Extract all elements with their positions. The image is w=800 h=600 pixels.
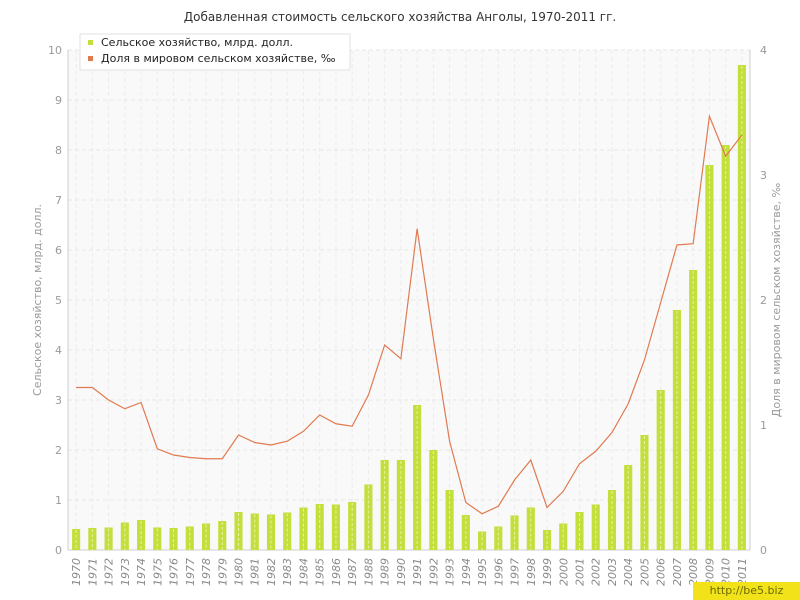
right-tick-label: 4 (760, 44, 767, 57)
series-line (76, 113, 743, 515)
x-tick-label: 2003 (606, 558, 619, 586)
x-tick-label: 2008 (687, 558, 700, 586)
left-tick-label: 8 (55, 144, 62, 157)
x-tick-label: 1986 (330, 558, 343, 586)
left-tick-label: 9 (55, 94, 62, 107)
x-tick-label: 1985 (314, 558, 327, 586)
left-tick-label: 3 (55, 394, 62, 407)
x-tick-label: 2000 (557, 558, 570, 586)
right-axis-ticks: 0 1 2 3 4 (760, 44, 767, 557)
x-tick-label: 2004 (622, 558, 635, 586)
legend-label-bars: Сельское хозяйство, млрд. долл. (101, 36, 293, 49)
x-tick-label: 1981 (249, 558, 262, 586)
left-tick-label: 4 (55, 344, 62, 357)
x-tick-label: 1995 (476, 558, 489, 586)
bar (72, 529, 81, 550)
x-tick-label: 1977 (184, 558, 197, 586)
right-axis-label: Доля в мировом сельском хозяйстве, ‰ (770, 183, 783, 418)
x-tick-label: 2002 (590, 558, 603, 586)
x-tick-label: 1983 (281, 558, 294, 586)
right-tick-label: 2 (760, 294, 767, 307)
legend-swatch-line (88, 56, 93, 61)
left-axis-ticks: 0 1 2 3 4 5 6 7 8 9 10 (48, 44, 62, 557)
x-tick-label: 1998 (525, 558, 538, 586)
x-tick-label: 1975 (151, 558, 164, 586)
x-tick-label: 2006 (655, 558, 668, 586)
x-tick-label: 2007 (671, 558, 684, 586)
x-tick-label: 1973 (119, 558, 132, 586)
bar (656, 390, 665, 550)
x-tick-label: 2005 (638, 558, 651, 586)
left-tick-label: 2 (55, 444, 62, 457)
x-tick-label: 1984 (297, 558, 310, 586)
bar (689, 270, 698, 550)
bar (380, 460, 389, 550)
x-tick-label: 2009 (703, 558, 716, 586)
left-axis-label: Сельское хозяйство, млрд. долл. (31, 204, 44, 396)
left-tick-label: 6 (55, 244, 62, 257)
x-tick-label: 1990 (395, 558, 408, 586)
x-axis-ticks: 1970 1971 1972 1973 1974 1975 1976 1977 1978 1979… (70, 558, 749, 586)
x-tick-label: 2011 (736, 558, 749, 586)
x-tick-label: 1978 (200, 558, 213, 586)
line-series (76, 113, 743, 515)
bar (445, 490, 454, 550)
left-tick-label: 1 (55, 494, 62, 507)
bar (396, 460, 405, 550)
legend-background (79, 33, 351, 71)
x-tick-label: 1971 (86, 558, 99, 586)
legend: Сельское хозяйство, млрд. долл. Доля в м… (79, 33, 351, 71)
bar (429, 450, 438, 550)
x-tick-label: 2010 (720, 558, 733, 586)
x-tick-label: 1979 (216, 558, 229, 586)
x-tick-label: 1992 (427, 558, 440, 586)
x-tick-label: 1988 (362, 558, 375, 586)
legend-swatch-bars (88, 40, 93, 45)
left-tick-label: 10 (48, 44, 62, 57)
bar (542, 530, 552, 550)
x-tick-label: 1991 (411, 558, 424, 586)
x-tick-label: 2001 (574, 558, 587, 586)
chart-title: Добавленная стоимость сельского хозяйств… (184, 10, 616, 24)
x-tick-label: 1994 (460, 558, 473, 586)
bar (478, 531, 487, 550)
x-tick-label: 1999 (541, 558, 554, 586)
x-tick-label: 1993 (444, 558, 457, 586)
bar (607, 490, 617, 550)
x-tick-label: 1980 (233, 558, 246, 586)
legend-label-line: Доля в мировом сельском хозяйстве, ‰ (101, 52, 336, 65)
right-tick-label: 3 (760, 169, 767, 182)
x-tick-label: 1972 (103, 558, 116, 586)
left-tick-label: 5 (55, 294, 62, 307)
bar (137, 520, 146, 550)
x-tick-label: 1989 (379, 558, 392, 586)
bar (218, 521, 227, 550)
x-tick-label: 1997 (509, 558, 522, 586)
left-tick-label: 0 (55, 544, 62, 557)
x-tick-label: 1987 (346, 558, 359, 586)
right-tick-label: 0 (760, 544, 767, 557)
bar-series (72, 65, 746, 550)
x-tick-label: 1970 (70, 558, 83, 586)
x-tick-label: 1976 (168, 558, 181, 586)
right-tick-label: 1 (760, 419, 767, 432)
x-tick-label: 1996 (492, 558, 505, 586)
left-tick-label: 7 (55, 194, 62, 207)
x-tick-label: 1982 (265, 558, 278, 586)
bar (672, 310, 681, 550)
x-tick-label: 1974 (135, 558, 148, 586)
watermark-link[interactable]: http://be5.biz (693, 582, 800, 600)
